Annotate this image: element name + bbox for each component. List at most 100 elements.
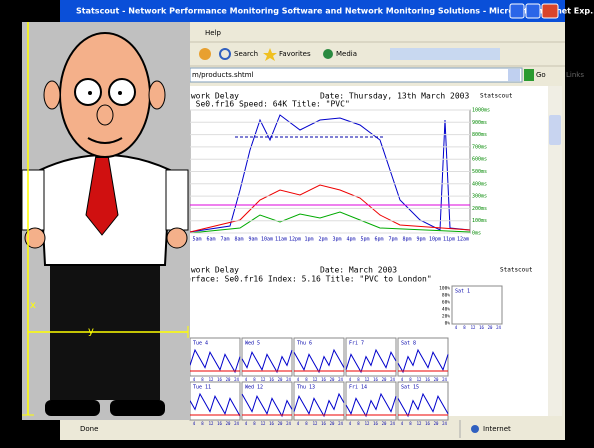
- x-tick-label: 12: [209, 421, 214, 426]
- panel-title: Fri 14: [349, 385, 367, 391]
- toolbar-icons: [390, 48, 500, 60]
- x-tick-label: 12: [313, 377, 318, 382]
- x-tick-label: 10am: [261, 237, 273, 243]
- home-icon[interactable]: [199, 48, 211, 60]
- maximize-button[interactable]: [526, 4, 540, 18]
- dimension-label: x: [30, 300, 36, 311]
- x-tick-label: 6pm: [374, 237, 383, 243]
- address-dropdown[interactable]: [508, 69, 520, 81]
- x-tick-label: 20: [330, 377, 335, 382]
- panel-title: Thu 13: [297, 385, 315, 391]
- dimension-label: y: [88, 326, 94, 337]
- x-tick-label: 12: [209, 377, 214, 382]
- cartoon-overlay-part: [75, 79, 101, 105]
- x-tick-label: 20: [382, 377, 387, 382]
- toolbar-button[interactable]: Favorites: [279, 50, 311, 58]
- y-tick-label: 900ms: [472, 120, 487, 126]
- panel-title: Fri 7: [349, 341, 364, 347]
- y-tick-label: 200ms: [472, 206, 487, 212]
- screen: Statscout - Network Performance Monitori…: [0, 0, 594, 444]
- x-tick-label: 16: [425, 377, 430, 382]
- x-tick-label: 16: [217, 377, 222, 382]
- cartoon-overlay-part: [44, 81, 60, 109]
- x-tick-label: 24: [234, 421, 239, 426]
- media-icon[interactable]: [323, 49, 333, 59]
- toolbar-button[interactable]: Media: [336, 50, 357, 58]
- x-tick-label: 12: [417, 377, 422, 382]
- x-tick-label: 3pm: [332, 237, 341, 243]
- panel-title: Sat 8: [401, 341, 416, 347]
- scroll-thumb[interactable]: [549, 115, 561, 145]
- y-tick-label: 500ms: [472, 169, 487, 175]
- panel-title: Thu 6: [297, 341, 312, 347]
- close-button[interactable]: [542, 4, 558, 18]
- x-tick-label: 5pm: [360, 237, 369, 243]
- panel-title: Tue 11: [193, 385, 211, 391]
- panel-title: Wed 12: [245, 385, 263, 391]
- x-tick-label: 4pm: [346, 237, 355, 243]
- x-tick-label: 7am: [220, 237, 229, 243]
- browser-window-part: [471, 425, 479, 433]
- cartoon-overlay-part: [167, 228, 187, 248]
- x-tick-label: 12: [417, 421, 422, 426]
- y-tick-label: 100ms: [472, 218, 487, 224]
- x-tick-label: 12pm: [289, 237, 301, 243]
- x-tick-label: 20: [278, 377, 283, 382]
- x-tick-label: 12: [313, 421, 318, 426]
- panel-title: Sat 15: [401, 385, 419, 391]
- x-tick-label: 12: [365, 421, 370, 426]
- go-button[interactable]: Go: [536, 71, 546, 79]
- x-tick-label: 20: [488, 325, 493, 330]
- cartoon-overlay-part: [118, 91, 122, 95]
- y-tick-label: 1000ms: [472, 108, 490, 114]
- cartoon-overlay-part: [60, 33, 150, 157]
- y-tick-label: 60%: [442, 300, 450, 306]
- x-tick-label: 24: [442, 421, 447, 426]
- menu-item[interactable]: Help: [205, 29, 222, 37]
- status-text: Done: [80, 425, 98, 433]
- x-tick-label: 12: [261, 377, 266, 382]
- x-tick-label: 16: [373, 377, 378, 382]
- x-tick-label: 24: [338, 421, 343, 426]
- page: {"window": {"title": "Statscout - Networ…: [0, 0, 594, 444]
- chart-info: : Se0.fr16 Speed: 64K Title: "PVC": [186, 100, 350, 109]
- x-tick-label: 2pm: [318, 237, 327, 243]
- go-icon[interactable]: [524, 69, 534, 81]
- x-tick-label: 10pm: [429, 237, 441, 243]
- x-tick-label: 1pm: [304, 237, 313, 243]
- x-tick-label: 24: [234, 377, 239, 382]
- x-tick-label: 12am: [457, 237, 469, 243]
- cartoon-overlay-part: [88, 91, 92, 95]
- x-tick-label: 9am: [248, 237, 257, 243]
- zone-text: Internet: [483, 425, 511, 433]
- toolbar-button[interactable]: Search: [234, 50, 258, 58]
- cartoon-overlay-part: [149, 81, 165, 109]
- x-tick-label: 24: [338, 377, 343, 382]
- cartoon-overlay-part: [22, 170, 44, 230]
- cartoon-overlay-part: [109, 79, 135, 105]
- cartoon-overlay-part: [110, 400, 165, 416]
- y-tick-label: 0%: [445, 321, 451, 327]
- cartoon-overlay: y x: [22, 22, 190, 420]
- links-button[interactable]: Links: [566, 71, 584, 79]
- minimize-button[interactable]: [510, 4, 524, 18]
- x-tick-label: 16: [373, 421, 378, 426]
- cartoon-overlay-part: [45, 400, 100, 416]
- x-tick-label: 24: [390, 421, 395, 426]
- x-tick-label: 20: [434, 421, 439, 426]
- panel-title: Wed 5: [245, 341, 260, 347]
- x-tick-label: 16: [321, 421, 326, 426]
- x-tick-label: 12: [471, 325, 476, 330]
- x-tick-label: 11pm: [443, 237, 455, 243]
- x-tick-label: 11am: [275, 237, 287, 243]
- y-tick-label: 600ms: [472, 157, 487, 163]
- address-text: m/products.shtml: [192, 71, 254, 79]
- chart-1: twork Delay Date: Thursday, 13th March 2…: [186, 92, 513, 243]
- x-tick-label: 8pm: [402, 237, 411, 243]
- y-tick-label: 80%: [442, 293, 450, 299]
- cartoon-overlay-part: [97, 105, 113, 125]
- x-tick-label: 24: [442, 377, 447, 382]
- chart-heading: twork Delay: [186, 266, 239, 275]
- x-tick-label: 5am: [192, 237, 201, 243]
- x-tick-label: 20: [330, 421, 335, 426]
